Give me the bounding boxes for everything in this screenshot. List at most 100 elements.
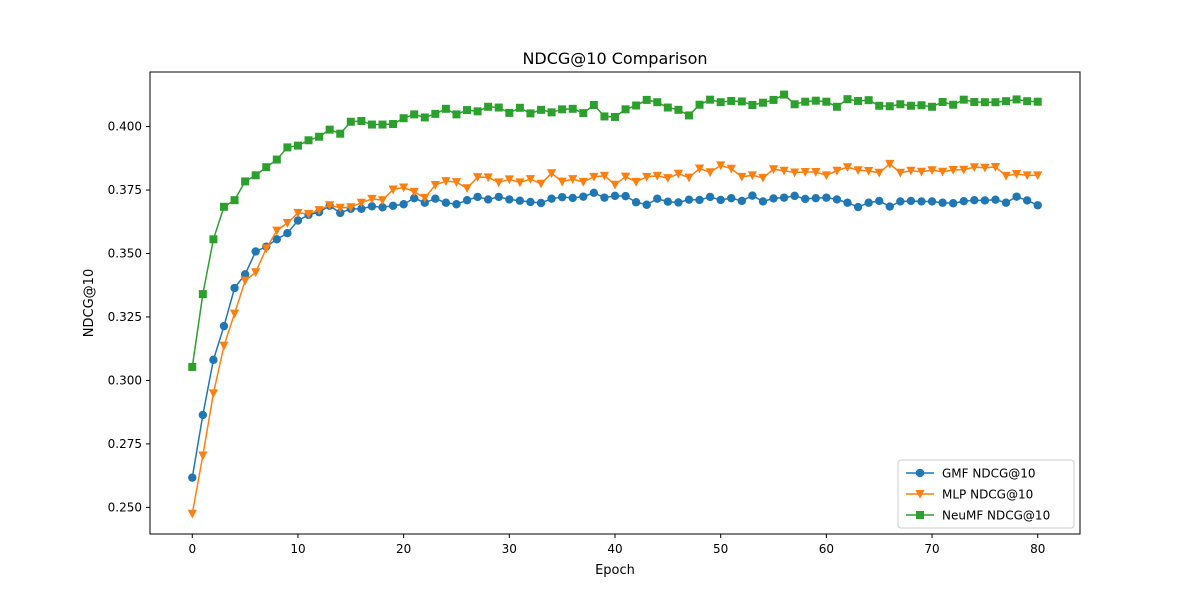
data-point [209, 235, 218, 244]
data-point [240, 276, 250, 286]
data-point [504, 175, 514, 185]
data-point [219, 202, 228, 211]
data-point [537, 105, 546, 114]
data-point [505, 195, 514, 204]
data-point [653, 98, 662, 107]
data-point [895, 168, 905, 178]
data-point [483, 195, 493, 204]
data-point [229, 309, 240, 319]
data-point [399, 200, 408, 209]
x-tick-label: 70 [924, 542, 939, 556]
data-point [188, 362, 197, 371]
data-point [917, 197, 926, 206]
data-point [209, 355, 218, 365]
data-point [515, 103, 524, 112]
data-point [642, 200, 651, 209]
data-point [410, 193, 419, 203]
data-point [272, 226, 282, 236]
data-point [747, 171, 757, 181]
data-point [832, 102, 841, 111]
data-point [673, 169, 684, 179]
x-axis-label: Epoch [595, 563, 635, 578]
data-point [283, 143, 292, 152]
data-point [198, 451, 208, 461]
data-point [864, 96, 873, 105]
data-point [980, 98, 989, 107]
data-point [864, 198, 873, 207]
data-point [473, 173, 483, 182]
data-point [684, 111, 693, 120]
data-point [621, 191, 630, 201]
plot-area [187, 90, 1043, 519]
data-point [293, 216, 303, 225]
data-point [842, 163, 853, 172]
data-point [558, 105, 567, 114]
data-point [546, 169, 557, 179]
data-point [758, 98, 767, 107]
data-point [811, 168, 821, 177]
data-point [325, 125, 334, 134]
data-point [261, 244, 271, 254]
data-point [716, 98, 725, 107]
data-point [684, 173, 694, 183]
data-point [579, 109, 588, 118]
data-point [959, 197, 968, 206]
data-point [631, 198, 641, 207]
data-point [811, 96, 820, 105]
data-point [431, 109, 440, 118]
data-point [600, 193, 609, 202]
data-point [526, 109, 535, 118]
data-point [779, 166, 789, 176]
series-3 [188, 90, 1042, 371]
data-point [420, 113, 429, 122]
data-point [726, 164, 736, 174]
data-point [970, 195, 979, 205]
data-point [980, 163, 990, 173]
data-point [694, 164, 705, 174]
data-point [610, 191, 620, 201]
y-tick-label: 0.350 [108, 247, 142, 261]
data-point [188, 473, 197, 482]
data-point [938, 198, 947, 207]
y-axis-label: NDCG@10 [82, 269, 97, 337]
data-point [611, 112, 619, 121]
data-point [536, 198, 546, 208]
data-point [758, 173, 768, 183]
data-point [579, 192, 588, 201]
data-point [959, 165, 969, 175]
data-point [642, 95, 651, 104]
x-tick-label: 20 [396, 542, 411, 556]
data-point [1022, 196, 1032, 205]
data-point [875, 101, 884, 110]
y-tick-label: 0.275 [108, 437, 142, 451]
data-point [367, 202, 377, 211]
data-point [399, 183, 409, 193]
data-point [346, 117, 355, 126]
data-point [568, 193, 577, 203]
data-point [219, 321, 229, 331]
x-tick-label: 40 [607, 542, 622, 556]
data-point [525, 175, 536, 184]
data-point [547, 108, 556, 117]
data-point [505, 108, 514, 117]
data-point [928, 102, 937, 111]
data-point [410, 110, 419, 119]
data-point [1033, 97, 1042, 106]
data-point [473, 192, 482, 202]
data-point [716, 195, 725, 205]
series-2 [187, 159, 1043, 519]
data-point [938, 97, 947, 106]
data-point [1002, 97, 1011, 106]
x-tick-label: 50 [713, 542, 728, 556]
data-point [1001, 171, 1011, 181]
data-point [293, 141, 302, 150]
data-point [599, 171, 610, 181]
data-point [272, 155, 281, 164]
data-point [864, 167, 874, 176]
data-point [1022, 171, 1032, 181]
data-point [473, 107, 482, 116]
data-point [399, 114, 408, 123]
data-point [494, 192, 503, 202]
data-point [896, 197, 905, 206]
data-point [378, 203, 387, 212]
